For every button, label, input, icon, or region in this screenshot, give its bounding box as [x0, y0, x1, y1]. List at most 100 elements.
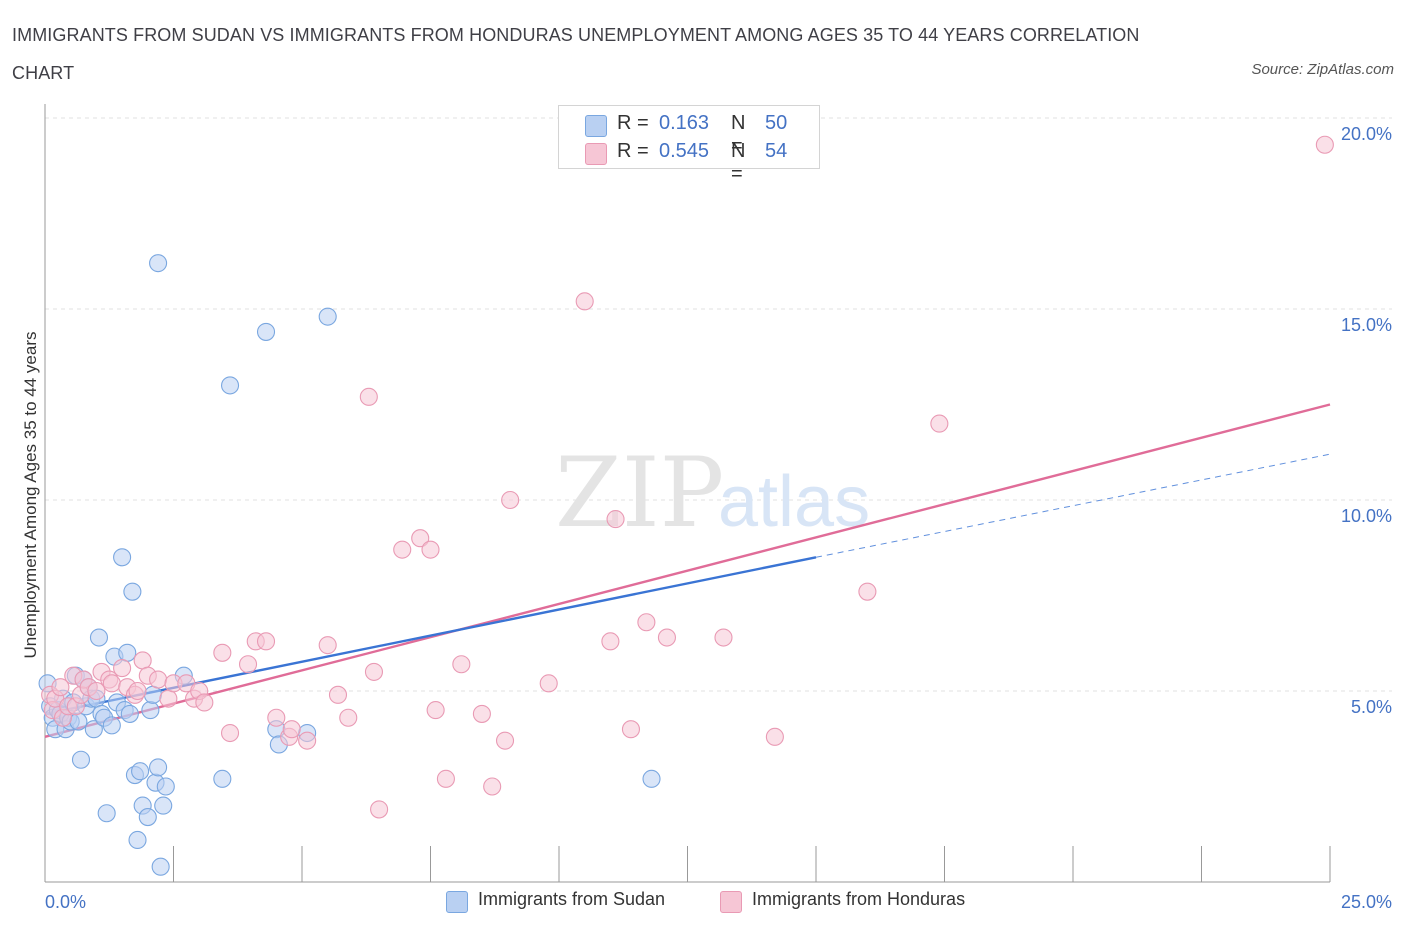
- legend-r-label: R =: [617, 112, 649, 134]
- honduras-point: [426, 701, 445, 720]
- watermark-zip: ZIP: [555, 437, 724, 549]
- sudan-point: [113, 548, 132, 567]
- sudan-point: [642, 769, 661, 788]
- axes: [44, 104, 1331, 883]
- honduras-point: [128, 681, 147, 701]
- sudan-point: [97, 804, 116, 823]
- sudan-point: [102, 716, 121, 735]
- honduras-point: [452, 655, 471, 674]
- sudan-point: [143, 685, 162, 704]
- series-swatch-honduras: [720, 891, 742, 913]
- sudan-point: [131, 762, 150, 781]
- sudan-point: [141, 701, 160, 720]
- sudan-point: [220, 376, 240, 395]
- honduras-point: [159, 689, 178, 708]
- honduras-point: [436, 769, 455, 788]
- grid-lines: [45, 117, 1392, 692]
- honduras-point: [102, 674, 121, 693]
- honduras-point: [339, 708, 358, 727]
- series-name-sudan: Immigrants from Sudan: [478, 889, 666, 909]
- sudan-point: [149, 758, 168, 777]
- honduras-point: [501, 490, 520, 510]
- correlation-legend: R = 0.163 N = 50 R = 0.545 N = 54: [558, 105, 820, 185]
- legend-n-value-sudan: 50: [765, 112, 788, 134]
- sudan-point: [256, 322, 276, 341]
- honduras-point: [298, 731, 317, 750]
- sudan-point: [138, 808, 157, 827]
- honduras-point: [393, 540, 412, 559]
- y-axis-label: Unemployment Among Ages 35 to 44 years: [21, 331, 40, 659]
- honduras-point: [87, 681, 106, 701]
- honduras-point: [364, 662, 384, 681]
- honduras-point: [359, 387, 378, 406]
- tick-labels: 5.0% 10.0% 15.0% 20.0% 0.0% 25.0%: [45, 124, 1392, 912]
- honduras-point: [539, 674, 558, 693]
- honduras-point: [133, 651, 152, 670]
- sudan-point: [213, 769, 232, 788]
- legend-n-label: N =: [731, 140, 746, 185]
- sudan-point: [149, 254, 168, 273]
- honduras-point: [411, 529, 430, 548]
- sudan-point: [118, 643, 137, 662]
- watermark-atlas: atlas: [718, 462, 870, 542]
- source-label: Source: ZipAtlas.com: [1251, 61, 1394, 78]
- x-tick-label: 25.0%: [1341, 892, 1392, 912]
- data-points: [38, 135, 1334, 876]
- honduras-point: [113, 659, 132, 678]
- legend-r-value-honduras: 0.545: [659, 140, 710, 162]
- sudan-point: [89, 628, 109, 647]
- honduras-point: [213, 643, 232, 662]
- honduras-point: [657, 628, 676, 647]
- legend-n-label: N =: [731, 112, 746, 157]
- honduras-point: [714, 628, 733, 647]
- honduras-point: [858, 582, 877, 601]
- honduras-point: [606, 510, 625, 529]
- honduras-point: [495, 731, 515, 750]
- honduras-point: [282, 720, 301, 739]
- honduras-point: [1315, 135, 1334, 154]
- honduras-point: [483, 777, 502, 796]
- honduras-point: [51, 678, 70, 697]
- honduras-point: [621, 720, 641, 739]
- chart-title: IMMIGRANTS FROM SUDAN VS IMMIGRANTS FROM…: [12, 25, 1140, 83]
- honduras-point: [370, 800, 389, 819]
- sudan-point: [120, 704, 139, 723]
- series-swatch-sudan: [446, 891, 468, 913]
- sudan-point: [71, 750, 91, 769]
- honduras-point: [238, 655, 258, 674]
- y-tick-label: 5.0%: [1351, 697, 1392, 717]
- legend-swatch-sudan: [585, 115, 607, 137]
- legend-n-value-honduras: 54: [765, 140, 788, 162]
- series-name-honduras: Immigrants from Honduras: [752, 889, 966, 909]
- sudan-point: [123, 582, 142, 601]
- legend-swatch-honduras: [585, 143, 607, 165]
- y-tick-label: 15.0%: [1341, 315, 1392, 335]
- honduras-point: [195, 693, 214, 712]
- sudan-point: [69, 712, 88, 731]
- sudan-point: [151, 857, 170, 876]
- honduras-point: [267, 708, 286, 727]
- sudan-point: [128, 830, 147, 850]
- honduras-point: [601, 632, 620, 651]
- honduras-trend-line: [44, 403, 1331, 739]
- honduras-point: [472, 704, 491, 723]
- sudan-point: [154, 796, 173, 815]
- honduras-point: [765, 727, 784, 746]
- sudan-trend-extension: [815, 453, 1331, 558]
- honduras-point: [220, 723, 240, 743]
- x-tick-label: 0.0%: [45, 892, 86, 912]
- honduras-point: [421, 540, 440, 559]
- sudan-point: [84, 720, 103, 739]
- legend-r-value-sudan: 0.163: [659, 112, 710, 134]
- honduras-point: [575, 292, 594, 311]
- honduras-point: [930, 414, 949, 433]
- y-tick-label: 10.0%: [1341, 506, 1392, 526]
- honduras-point: [328, 685, 348, 704]
- honduras-point: [318, 636, 337, 655]
- honduras-point: [149, 670, 168, 689]
- legend-r-label: R =: [617, 140, 649, 162]
- sudan-point: [156, 777, 175, 796]
- sudan-point: [318, 307, 337, 326]
